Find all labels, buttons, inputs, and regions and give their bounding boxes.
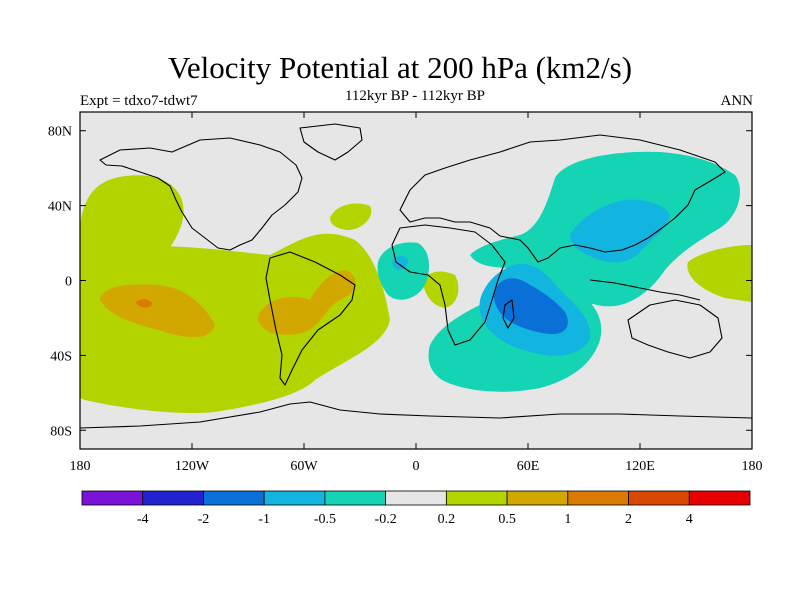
coastline-antarctica [80,401,752,429]
coastline-maritime-continent [589,279,701,301]
y-axis: 80N 40N 0 40S 80S [48,125,752,439]
colorbar-swatch [628,490,690,506]
x-tick-label: 120W [175,459,210,474]
y-tick-label: 40S [50,349,72,364]
coastline-australia [627,299,723,359]
colorbar-swatch [445,490,508,506]
colorbar: -4 -2 -1 -0.5 -0.2 0.2 0.5 1 2 4 [81,490,751,527]
region-west-pacific-positive [687,245,752,302]
plot-area [80,112,752,449]
coastline-europe [399,134,726,263]
coastline-greenland [299,123,363,161]
coastline-madagascar [502,299,515,329]
x-tick-label: 0 [413,459,420,474]
colorbar-label: -4 [137,512,149,527]
colorbar-label: -2 [198,512,210,527]
colorbar-swatch [324,490,387,506]
coastline-south-america [265,251,356,386]
y-tick-label: 40N [48,200,72,215]
coastline-north-america [99,137,303,251]
x-tick-label: 120E [625,459,655,474]
colorbar-swatch [142,490,204,506]
y-tick-label: 80S [50,424,72,439]
region-north-atlantic-positive [330,203,372,230]
region-central-pacific-high [100,284,215,338]
colorbar-label: -0.2 [375,512,397,527]
colorbar-swatch [688,490,751,506]
region-tropical-pacific-positive [80,233,390,414]
season-label: ANN [720,93,754,109]
x-tick-label: 180 [742,459,763,474]
y-tick-label: 80N [48,125,72,140]
x-tick-label: 180 [70,459,91,474]
x-tick-label: 60W [290,459,318,474]
region-west-africa-negative [377,242,430,300]
chart-subtitle: 112kyr BP - 112kyr BP [344,88,485,104]
region-east-asia-more-negative [570,199,670,263]
colorbar-label: 4 [686,512,693,527]
y-tick-label: 0 [65,275,72,290]
x-tick-label: 60E [517,459,540,474]
colorbar-label: 0.5 [498,512,516,527]
colorbar-label: 1 [564,512,571,527]
colorbar-swatch [385,490,447,506]
region-south-america-positive [258,270,356,335]
region-west-pacific-negative [595,294,620,304]
colorbar-label: -1 [258,512,270,527]
experiment-label: Expt = tdxo7-tdwt7 [80,93,198,109]
region-north-pacific-positive [80,175,184,258]
colorbar-label: -0.5 [314,512,336,527]
x-axis: 180 120W 60W 0 60E 120E 180 [70,112,763,474]
coastlines [80,123,752,429]
colorbar-label: 0.2 [438,512,456,527]
coastline-africa [391,224,506,346]
colorbar-label: 2 [625,512,632,527]
colorbar-swatch [506,490,569,506]
colorbar-swatch [567,490,629,506]
colorbar-swatch [81,490,144,506]
colorbar-swatch [263,490,326,506]
region-central-pacific-peak [136,299,152,308]
colorbar-swatch [203,490,265,506]
region-west-africa-core [392,256,408,270]
chart-title: Velocity Potential at 200 hPa (km2/s) [167,50,633,85]
